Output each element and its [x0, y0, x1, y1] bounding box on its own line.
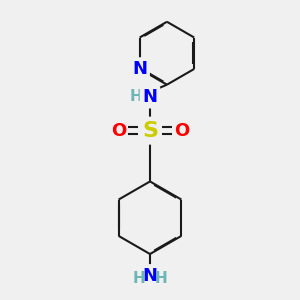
Text: H: H: [133, 271, 146, 286]
Text: H: H: [154, 271, 167, 286]
Text: S: S: [142, 121, 158, 141]
Text: N: N: [132, 60, 147, 78]
Text: N: N: [142, 88, 158, 106]
Text: O: O: [111, 122, 126, 140]
Text: N: N: [142, 267, 158, 285]
Text: H: H: [130, 89, 143, 104]
Text: O: O: [174, 122, 189, 140]
